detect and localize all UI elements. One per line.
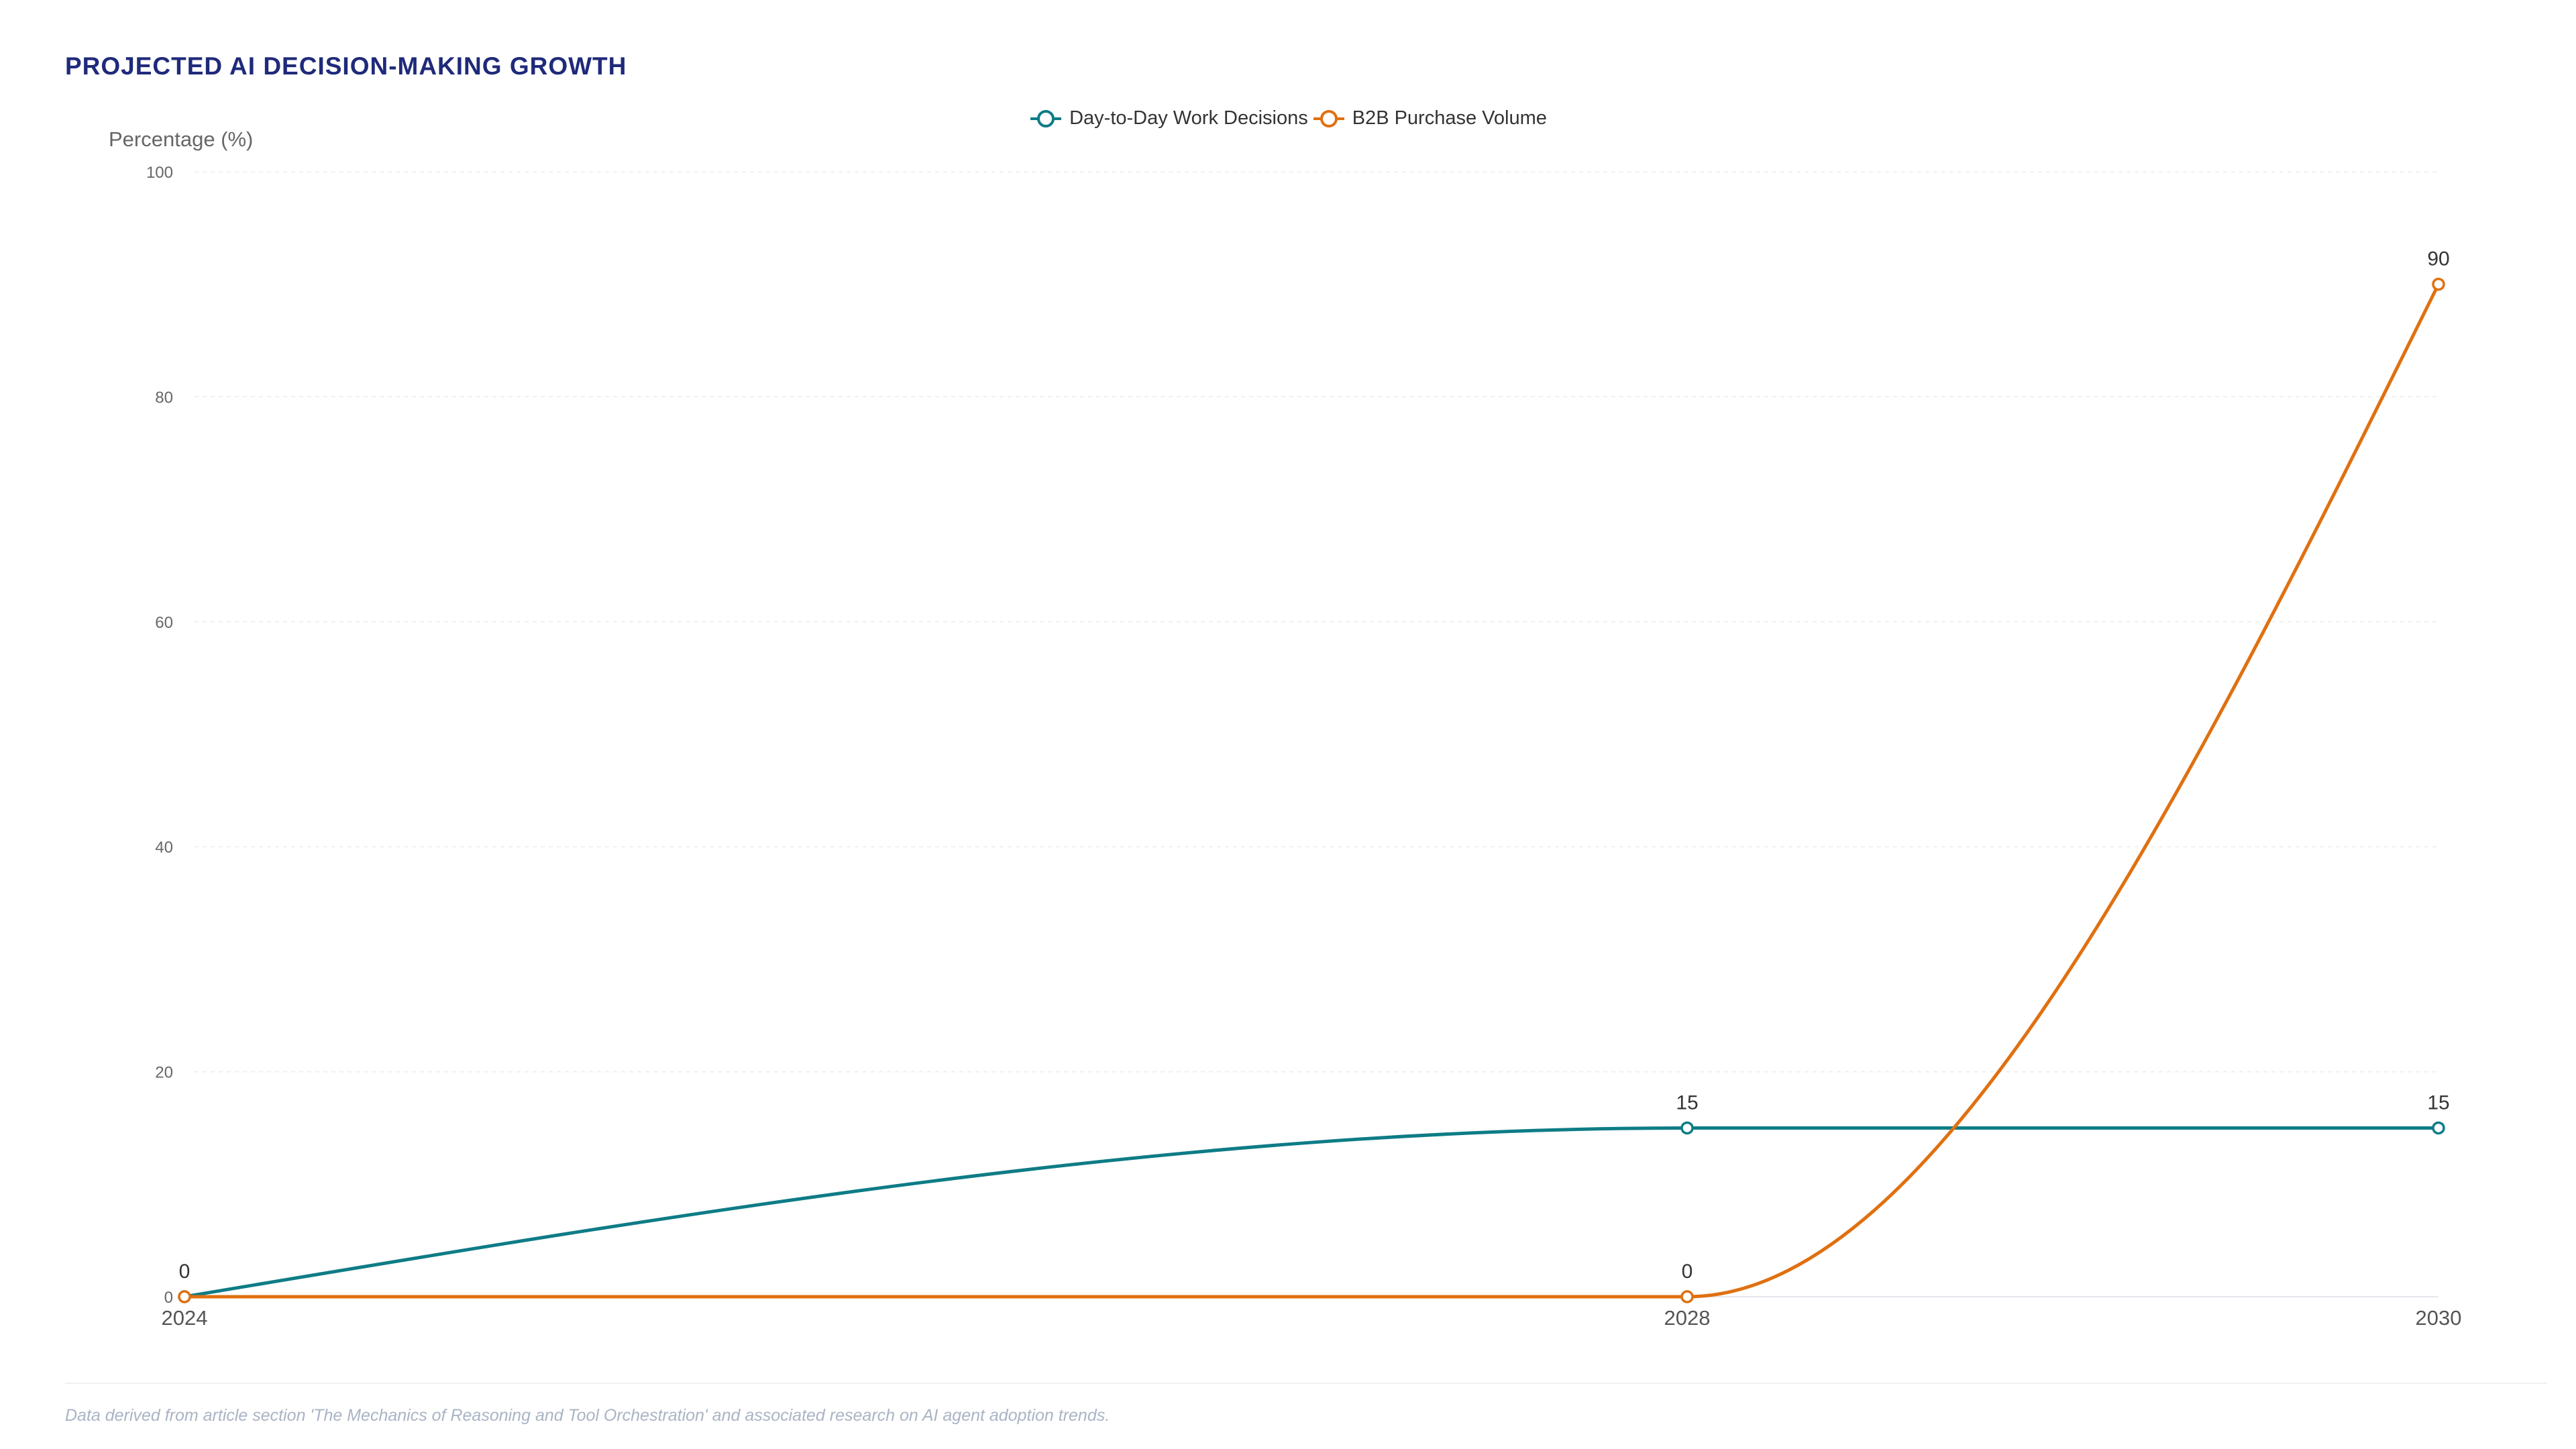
x-tick-label: 2030	[2416, 1306, 2462, 1330]
footnote: Data derived from article section 'The M…	[65, 1406, 1110, 1425]
data-label: 15	[1676, 1091, 1698, 1114]
series-line-1	[184, 283, 2440, 1299]
legend-label-day-to-day: Day-to-Day Work Decisions	[1069, 107, 1308, 129]
data-label: 0	[1682, 1260, 1693, 1283]
chart-title: PROJECTED AI DECISION-MAKING GROWTH	[65, 52, 627, 80]
data-label: 0	[179, 1260, 191, 1283]
footer-divider	[65, 1383, 2547, 1384]
y-axis-label: Percentage (%)	[109, 127, 254, 151]
data-label: 90	[2427, 248, 2449, 270]
x-tick-label: 2024	[162, 1306, 208, 1330]
y-tick-label: 40	[155, 839, 173, 857]
data-point	[1680, 1121, 1694, 1135]
legend-item-day-to-day[interactable]: Day-to-Day Work Decisions	[1029, 107, 1308, 129]
y-tick-label: 80	[155, 388, 173, 407]
data-point	[1680, 1290, 1694, 1303]
legend-marker-b2b	[1313, 109, 1344, 127]
y-tick-label: 20	[155, 1064, 173, 1082]
data-point	[2432, 1121, 2445, 1135]
legend-item-b2b[interactable]: B2B Purchase Volume	[1312, 107, 1547, 129]
series-line-0	[184, 1126, 2439, 1299]
x-tick-label: 2028	[1664, 1306, 1711, 1330]
y-tick-label: 0	[164, 1289, 173, 1307]
y-tick-label: 60	[155, 614, 173, 632]
y-tick-label: 100	[146, 164, 173, 182]
chart-legend: Day-to-Day Work Decisions B2B Purchase V…	[0, 107, 2576, 129]
data-point	[178, 1290, 191, 1303]
data-label: 15	[2427, 1091, 2449, 1114]
data-point	[2432, 277, 2445, 291]
legend-label-b2b: B2B Purchase Volume	[1352, 107, 1547, 129]
legend-marker-day-to-day	[1030, 109, 1062, 127]
